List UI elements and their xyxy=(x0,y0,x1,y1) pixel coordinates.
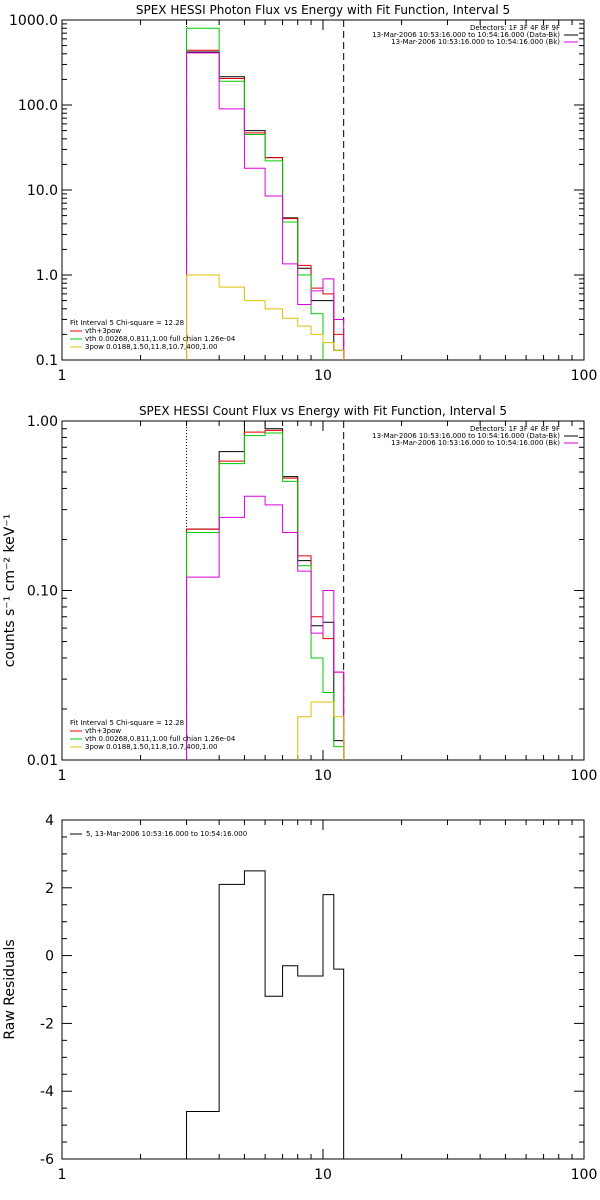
x-tick-label: 1 xyxy=(58,1167,67,1183)
legend-bottom-left-entry: vth+3pow xyxy=(85,727,121,735)
series-5-line xyxy=(297,701,345,760)
series-4-line xyxy=(186,495,345,760)
panel-1: SPEX HESSI Photon Flux vs Energy with Fi… xyxy=(9,3,598,384)
series-5-line xyxy=(186,274,345,360)
y-tick-label: 1000.0 xyxy=(9,13,58,29)
panel-2: SPEX HESSI Count Flux vs Energy with Fit… xyxy=(2,404,598,784)
y-axis-label: Raw Residuals xyxy=(2,939,18,1039)
chart-title: SPEX HESSI Count Flux vs Energy with Fit… xyxy=(139,404,507,418)
y-tick-label: -6 xyxy=(40,1152,54,1168)
series-1-line xyxy=(186,421,345,760)
legend-top-right-entry: 13-Mar-2006 10:53:16.000 to 10:54:16.000… xyxy=(391,38,560,46)
y-tick-label: 100.0 xyxy=(18,98,58,114)
y-tick-label: 1.00 xyxy=(27,414,58,430)
series-3-line xyxy=(186,432,345,760)
x-tick-label: 10 xyxy=(314,1167,332,1183)
chart-title: SPEX HESSI Photon Flux vs Energy with Fi… xyxy=(136,3,510,17)
legend-top-right-entry: Detectors: 1F 3F 4F 8F 9F xyxy=(470,24,560,32)
y-tick-label: -2 xyxy=(40,1016,54,1032)
plot-frame xyxy=(61,819,585,1160)
legend-entry: 5, 13-Mar-2006 10:53:16.000 to 10:54:16.… xyxy=(86,830,247,838)
legend-top-right-entry: Detectors: 1F 3F 4F 8F 9F xyxy=(470,425,560,433)
x-tick-label: 10 xyxy=(314,368,332,384)
legend-bottom-left-entry: Fit Interval 5 Chi-square = 12.28 xyxy=(70,719,184,727)
x-tick-label: 100 xyxy=(571,1167,598,1183)
x-tick-label: 10 xyxy=(314,768,332,784)
legend-bottom-left-entry: vth 0.00268,0.811,1.00 full chian 1.26e-… xyxy=(85,735,236,743)
x-tick-label: 1 xyxy=(58,768,67,784)
series-2-line xyxy=(186,49,345,360)
y-tick-label: 1.0 xyxy=(36,268,58,284)
series-1-line xyxy=(186,870,345,1159)
y-axis-label: counts s⁻¹ cm⁻² keV⁻¹ xyxy=(2,514,18,668)
series-4-line xyxy=(186,52,345,360)
panel-3: 1 10 100 -6 -4 -2 0 2 4 Raw Residuals 5, 13-Mar-20… xyxy=(2,813,597,1183)
legend-top-right-entry: 13-Mar-2006 10:53:16.000 to 10:54:16.000… xyxy=(372,432,560,440)
y-tick-label: 4 xyxy=(45,813,54,829)
legend-bottom-left-entry: Fit Interval 5 Chi-square = 12.28 xyxy=(70,319,184,327)
y-tick-label: -4 xyxy=(40,1084,54,1100)
legend-top-right-entry: 13-Mar-2006 10:53:16.000 to 10:54:16.000… xyxy=(391,439,560,447)
x-tick-label: 100 xyxy=(571,768,598,784)
y-tick-label: 10.0 xyxy=(27,183,58,199)
y-tick-label: 2 xyxy=(45,881,54,897)
series-2-line xyxy=(186,429,345,760)
legend-top-right-entry: 13-Mar-2006 10:53:16.000 to 10:54:16.000… xyxy=(372,31,560,39)
legend-bottom-left-entry: vth 0.00268,0.811,1.00 full chian 1.26e-… xyxy=(85,335,236,343)
y-tick-label: 0.01 xyxy=(27,753,58,769)
y-tick-label: 0.1 xyxy=(36,353,58,369)
x-tick-label: 100 xyxy=(571,368,598,384)
legend-bottom-left-entry: 3pow 0.0188,1.50,11.8,10.7,400,1.00 xyxy=(85,743,217,751)
x-tick-label: 1 xyxy=(58,368,67,384)
y-tick-label: 0 xyxy=(45,949,54,965)
legend-bottom-left-entry: 3pow 0.0188,1.50,11.8,10.7,400,1.00 xyxy=(85,343,217,351)
plot-frame xyxy=(61,19,585,361)
legend-bottom-left-entry: vth+3pow xyxy=(85,327,121,335)
y-tick-label: 0.10 xyxy=(27,584,58,600)
series-3-line xyxy=(186,27,324,360)
